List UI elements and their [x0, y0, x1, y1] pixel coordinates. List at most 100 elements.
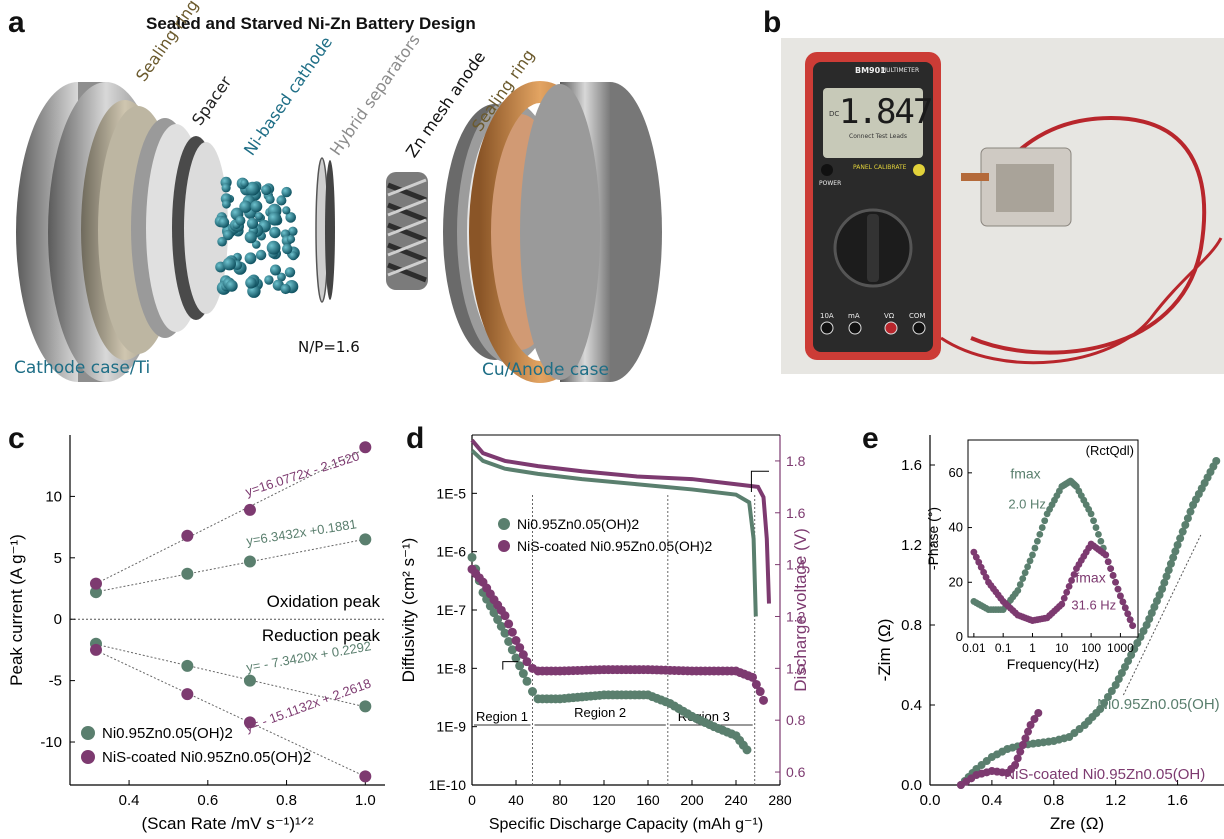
phase-point [1095, 530, 1102, 538]
label-cathode-case: Cathode case/Ti [14, 358, 151, 378]
panel-a-title: Sealed and Starved Ni-Zn Battery Design [146, 14, 476, 33]
diffusivity-point [522, 657, 532, 667]
cathode-particle [288, 251, 298, 261]
fmax-value: 2.0 Hz [1008, 496, 1046, 511]
y-tick-label: 1E-9 [436, 719, 466, 735]
y-tick-label: 1.6 [901, 457, 922, 474]
legend-marker [81, 750, 95, 764]
fit-line [95, 538, 366, 593]
data-point [359, 441, 372, 454]
phase-point [1024, 563, 1031, 571]
data-point [359, 533, 372, 546]
nyquist-point [1034, 709, 1043, 717]
nyquist-point [1155, 591, 1164, 599]
nyquist-point [1176, 534, 1185, 543]
fmax-label: fmax [1010, 465, 1040, 481]
nyquist-point [1120, 663, 1129, 671]
cathode-particle [221, 183, 231, 193]
data-point [243, 716, 256, 729]
phase-point [1104, 558, 1112, 566]
y-tick-label: 1.2 [901, 537, 922, 554]
nyquist-point [1030, 715, 1039, 723]
cathode-particle [269, 226, 281, 239]
inset-y-label: -Phase (°) [925, 507, 941, 570]
y-tick-label: 0.8 [901, 617, 922, 634]
panel-letter-e: e [862, 422, 879, 455]
diffusivity-point [522, 676, 532, 686]
cathode-particle [286, 235, 296, 244]
panel-letter-a: a [8, 6, 25, 39]
y2-tick-label: 1.4 [786, 557, 806, 573]
data-point [181, 659, 194, 672]
cathode-particle [277, 272, 286, 282]
nyquist-point [1016, 747, 1025, 756]
inset-x-tick-label: 1000 [1107, 641, 1134, 655]
x-tick-label: 240 [724, 792, 748, 808]
hybrid-separators [315, 157, 335, 303]
x-tick-label: 160 [636, 792, 660, 808]
panel-c: c 0.4 0.6 0.8 1.0 -10 -5 0 5 10 (Scan Rate /mV s⁻… [0, 420, 400, 839]
data-point [181, 688, 194, 701]
nyquist-point [1186, 507, 1195, 516]
right-axis-arrow [750, 470, 769, 493]
phase-point [1107, 565, 1115, 572]
cathode-particle [280, 283, 291, 295]
nyquist-point [1124, 657, 1133, 665]
x-tick-label: 1.6 [1167, 792, 1188, 809]
cathode-particle [218, 217, 230, 228]
y-tick-label: 1E-5 [436, 485, 466, 501]
nyquist-point [1142, 621, 1151, 629]
nyquist-point [1021, 734, 1030, 743]
inset-x-label: Frequency(Hz) [1007, 656, 1100, 672]
x-tick-label: 40 [508, 792, 524, 808]
nyquist-point [1096, 705, 1105, 713]
nyquist-point [1111, 681, 1120, 689]
inset-x-tick-label: 100 [1081, 641, 1101, 655]
cathode-particle [267, 212, 282, 226]
nyquist-point [1026, 721, 1035, 729]
legend-label: NiS-coated Ni0.95Zn0.05(OH)2 [517, 538, 713, 554]
x-tick-label: 0 [468, 792, 476, 808]
phase-point [1102, 551, 1110, 559]
legend-marker [81, 726, 95, 740]
cathode-particle [251, 240, 261, 249]
nyquist-point [1107, 687, 1116, 695]
x-axis-label: Zre (Ω) [1050, 814, 1104, 833]
y-axis-label: Diffusivity (cm² s⁻¹) [400, 538, 418, 683]
nyquist-point [1212, 457, 1221, 465]
phase-point [1124, 610, 1132, 618]
diffusivity-point [500, 628, 510, 638]
nyquist-point [1013, 754, 1022, 763]
nyquist-point [1024, 727, 1032, 736]
y2-tick-label: 0.8 [786, 712, 806, 728]
x-tick-label: 80 [552, 792, 568, 808]
fit-line [95, 649, 366, 778]
meter-port-vohm: VΩ [884, 312, 895, 320]
nyquist-point [1160, 578, 1169, 587]
y-axis-label: Peak current (A g⁻¹) [7, 534, 26, 686]
phase-point [1109, 572, 1117, 579]
y2-tick-label: 1.2 [786, 608, 806, 624]
chart-e: 0.0 0.4 0.8 1.2 1.6 0.0 0.4 0.8 1.2 1.6 Zre (Ω) -Zi… [875, 435, 1224, 833]
x-tick-label: 0.4 [981, 792, 1002, 809]
diffusivity-point [504, 636, 514, 646]
cathode-particle [266, 240, 281, 255]
x-tick-label: 280 [768, 792, 792, 808]
cathode-particle [222, 229, 234, 241]
x-tick-label: 0.0 [920, 792, 941, 809]
annotation-reduction: Reduction peak [262, 626, 381, 645]
cathode-particle [282, 243, 293, 255]
meter-reading: 1.847 [839, 92, 933, 132]
nyquist-point [1164, 566, 1173, 575]
voltage-curve [470, 438, 771, 604]
data-point [181, 567, 194, 580]
cathode-particle [239, 200, 252, 213]
diffusivity-point [500, 611, 510, 621]
nyquist-point [1011, 761, 1020, 769]
phase-point [1092, 524, 1100, 531]
photo-multimeter: BM901 MULTIMETER DC 1.847 Connect Test L… [781, 38, 1224, 374]
phase-point [1068, 577, 1075, 584]
phase-point [1129, 622, 1137, 629]
data-point [243, 555, 256, 568]
phase-point [1016, 581, 1024, 588]
